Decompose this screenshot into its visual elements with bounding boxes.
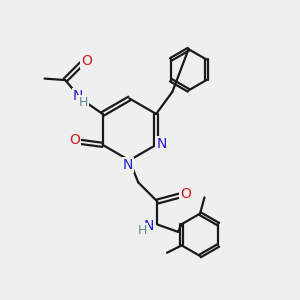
Text: N: N: [144, 219, 154, 233]
Text: H: H: [79, 96, 88, 109]
Text: O: O: [180, 187, 191, 201]
Text: N: N: [156, 137, 167, 151]
Text: H: H: [138, 224, 147, 238]
Text: O: O: [81, 54, 92, 68]
Text: O: O: [69, 134, 80, 147]
Text: N: N: [73, 89, 83, 103]
Text: N: N: [123, 158, 133, 172]
